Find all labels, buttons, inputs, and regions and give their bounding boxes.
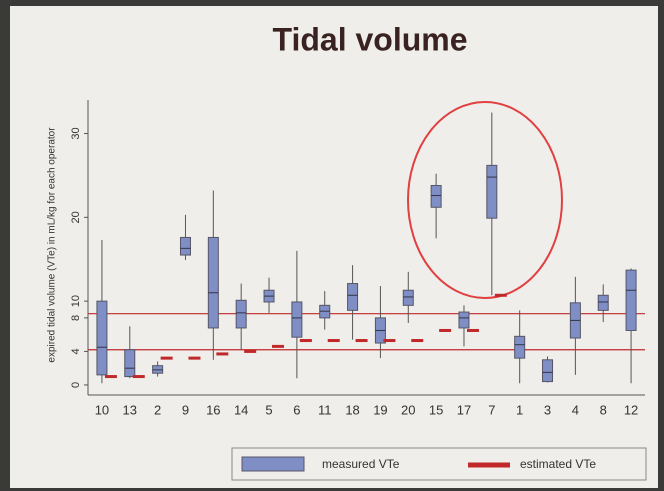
- x-tick-label: 13: [123, 402, 137, 417]
- box: [458, 311, 470, 329]
- chart-title: Tidal volume: [272, 21, 467, 57]
- x-tick-label: 10: [95, 402, 109, 417]
- y-tick-label: 4: [70, 348, 82, 354]
- x-tick-label: 7: [488, 402, 495, 417]
- x-tick-label: 8: [600, 402, 607, 417]
- box: [207, 236, 219, 329]
- legend-label: measured VTe: [322, 457, 400, 471]
- box: [430, 184, 442, 208]
- box: [179, 236, 191, 256]
- x-tick-label: 17: [457, 402, 471, 417]
- x-tick-label: 4: [572, 402, 579, 417]
- legend-box: [231, 447, 647, 481]
- y-axis-label: expired tidal volume (VTe) in mL/kg for …: [47, 127, 58, 363]
- y-tick-label: 0: [70, 382, 82, 388]
- legend-swatch: [241, 456, 305, 472]
- y-tick-label: 8: [70, 315, 82, 321]
- box: [235, 299, 247, 329]
- x-tick-label: 19: [373, 402, 387, 417]
- y-tick-label: 10: [70, 295, 82, 307]
- box: [124, 349, 136, 378]
- x-tick-label: 3: [544, 402, 551, 417]
- x-tick-label: 6: [293, 402, 300, 417]
- box: [291, 301, 303, 338]
- box: [402, 289, 414, 306]
- box: [514, 335, 526, 359]
- box: [486, 164, 498, 219]
- box: [347, 283, 359, 311]
- x-tick-label: 12: [624, 402, 638, 417]
- slide: [10, 6, 658, 488]
- y-tick-label: 30: [70, 127, 82, 139]
- x-tick-label: 11: [318, 402, 332, 417]
- box: [96, 300, 108, 376]
- x-tick-label: 5: [265, 402, 272, 417]
- box: [597, 294, 609, 311]
- x-tick-label: 18: [345, 402, 359, 417]
- x-tick-label: 1: [516, 402, 523, 417]
- x-tick-label: 14: [234, 402, 248, 417]
- x-tick-label: 9: [182, 402, 189, 417]
- x-tick-label: 16: [206, 402, 220, 417]
- legend-label: estimated VTe: [520, 457, 596, 471]
- x-tick-label: 15: [429, 402, 443, 417]
- x-tick-label: 20: [401, 402, 415, 417]
- y-tick-label: 20: [70, 211, 82, 223]
- x-tick-label: 2: [154, 402, 161, 417]
- highlight-ellipse: [407, 101, 563, 299]
- box: [542, 359, 554, 383]
- box: [625, 269, 637, 331]
